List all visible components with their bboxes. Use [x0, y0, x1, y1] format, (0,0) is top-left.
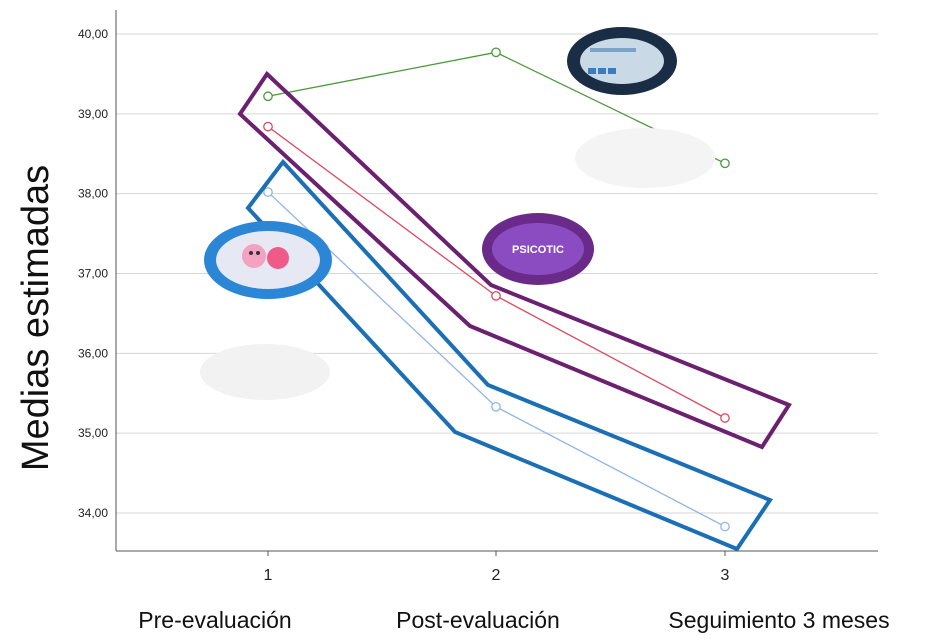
series-3-point: [720, 521, 730, 532]
x-category-label: Pre-evaluación: [138, 607, 291, 633]
y-tick-label: 36,00: [78, 346, 108, 360]
y-tick-label: 40,00: [78, 27, 108, 41]
badge-app-image: [567, 27, 677, 95]
x-tick-labels: 1 2 3: [264, 567, 730, 584]
y-tick-label: 35,00: [78, 426, 108, 440]
x-category-labels: Pre-evaluación Post-evaluación Seguimiento…: [138, 607, 889, 633]
x-category-label: Seguimiento 3 meses: [668, 607, 889, 633]
series-2-point: [720, 413, 730, 423]
series-1-point: [263, 91, 273, 102]
x-tick-label: 2: [492, 567, 501, 584]
badge-characters-image: [204, 221, 332, 299]
y-tick-labels: 34,00 35,00 36,00 37,00 38,00 39,00 40,00: [78, 27, 108, 520]
x-category-label: Post-evaluación: [396, 607, 560, 633]
y-axis-title: Medias estimadas: [15, 165, 57, 471]
decor-shadow: [200, 344, 330, 400]
badge-psicotic-text: PSICOTIC: [512, 244, 564, 256]
y-tick-label: 34,00: [78, 506, 108, 520]
series-3-point: [491, 401, 501, 412]
series-markers: [263, 47, 730, 532]
series-2-point: [263, 121, 273, 132]
y-tick-label: 37,00: [78, 267, 108, 281]
y-tick-label: 39,00: [78, 107, 108, 121]
highlight-outline-red-series: [237, 70, 792, 450]
series-3-point: [263, 187, 273, 197]
x-tick-label: 1: [264, 567, 273, 584]
y-tick-label: 38,00: [78, 187, 108, 201]
badge-psicotic-logo: PSICOTIC: [482, 213, 594, 285]
series-2-point: [491, 291, 501, 301]
axes: [115, 10, 878, 556]
highlight-outline-blue-series: [245, 158, 774, 552]
decor-shadow: [575, 128, 715, 188]
x-tick-label: 3: [721, 567, 730, 584]
series-1-point: [491, 47, 501, 58]
series-1-point: [720, 158, 730, 169]
